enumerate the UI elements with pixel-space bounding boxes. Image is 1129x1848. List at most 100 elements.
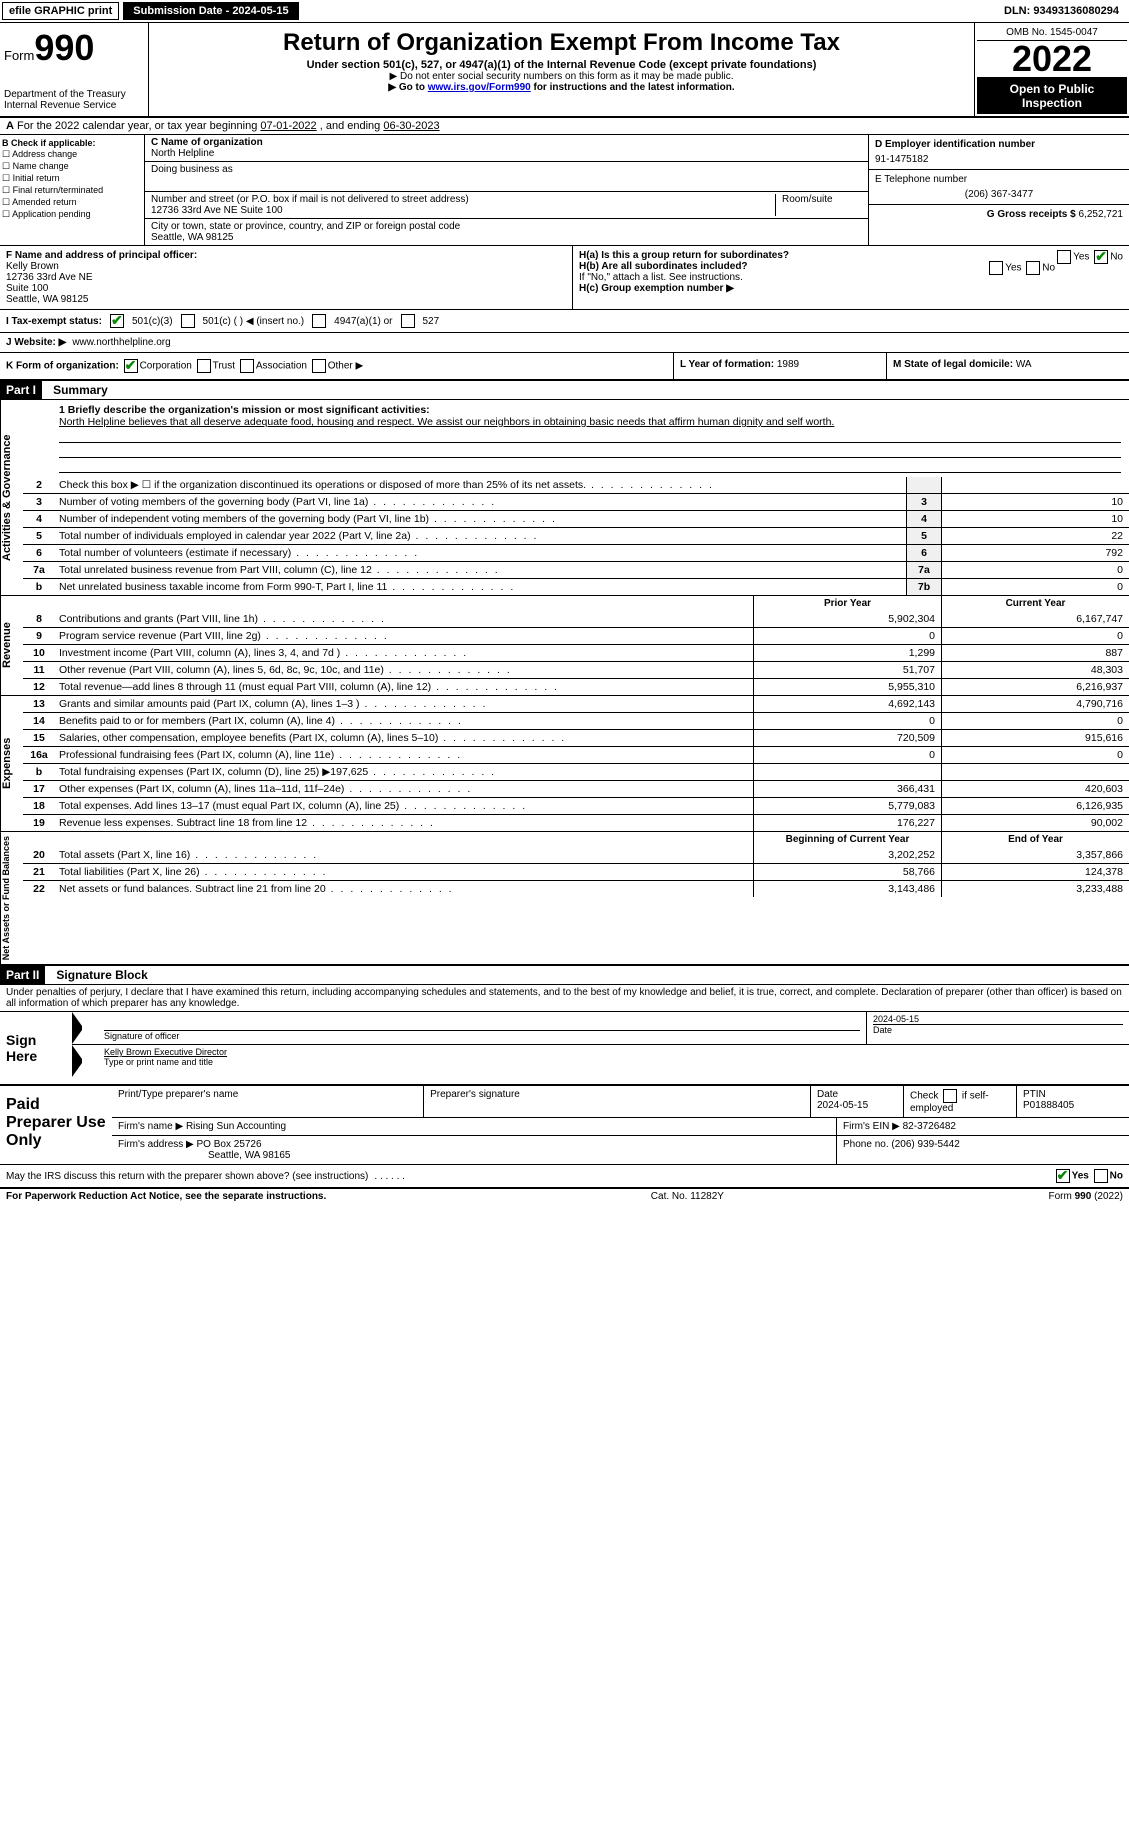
period-text-b: , and ending: [317, 120, 384, 132]
row-val: 10: [941, 494, 1129, 510]
i-501c-checkbox[interactable]: [181, 314, 195, 328]
table-row: 13Grants and similar amounts paid (Part …: [23, 696, 1129, 712]
row-current: 3,357,866: [941, 847, 1129, 863]
k-corp-checkbox[interactable]: [124, 359, 138, 373]
table-row: bTotal fundraising expenses (Part IX, co…: [23, 763, 1129, 780]
row-desc: Number of voting members of the governin…: [55, 494, 906, 510]
row-prior: 0: [753, 713, 941, 729]
row-prior: 720,509: [753, 730, 941, 746]
end-year-header: End of Year: [941, 832, 1129, 847]
row-box: 5: [906, 528, 941, 544]
k-opt-assoc: Association: [256, 361, 307, 372]
row-num: b: [23, 579, 55, 595]
row-box: 7b: [906, 579, 941, 595]
hb-label: H(b) Are all subordinates included?: [579, 261, 748, 272]
street-value: 12736 33rd Ave NE Suite 100: [151, 205, 775, 216]
table-row: 18Total expenses. Add lines 13–17 (must …: [23, 797, 1129, 814]
expense-block: Expenses 13Grants and similar amounts pa…: [0, 696, 1129, 832]
blank-line: [59, 428, 1121, 443]
net-header-row: Beginning of Current Year End of Year: [23, 832, 1129, 847]
row-desc: Net assets or fund balances. Subtract li…: [55, 881, 753, 897]
i-4947-checkbox[interactable]: [312, 314, 326, 328]
row-dba: Doing business as: [145, 162, 868, 192]
period-text-a: For the 2022 calendar year, or tax year …: [17, 120, 260, 132]
row-current: 420,603: [941, 781, 1129, 797]
row-num: 5: [23, 528, 55, 544]
row-box: 7a: [906, 562, 941, 578]
row-current: [941, 764, 1129, 780]
header-right: OMB No. 1545-0047 2022 Open to Public In…: [974, 23, 1129, 116]
opt-label: Name change: [13, 161, 69, 171]
phone-label: Phone no.: [843, 1139, 889, 1150]
discuss-yes-checkbox[interactable]: [1056, 1169, 1070, 1183]
line-j: J Website: ▶ www.northhelpline.org: [0, 333, 1129, 353]
ha-no-checkbox[interactable]: [1094, 250, 1108, 264]
row-num: b: [23, 764, 55, 780]
sig-line-2: Kelly Brown Executive Director Type or p…: [72, 1045, 1129, 1077]
row-desc: Total liabilities (Part X, line 26): [55, 864, 753, 880]
i-opt4: 527: [423, 316, 440, 327]
table-row: 15Salaries, other compensation, employee…: [23, 729, 1129, 746]
form-990-big: 990: [34, 27, 94, 68]
discuss-line: May the IRS discuss this return with the…: [0, 1165, 1129, 1189]
firm-addr2: Seattle, WA 98165: [208, 1150, 290, 1161]
row-num: 16a: [23, 747, 55, 763]
table-row: 14Benefits paid to or for members (Part …: [23, 712, 1129, 729]
discuss-yes: Yes: [1072, 1171, 1089, 1182]
row-prior: 0: [753, 628, 941, 644]
self-employed-checkbox[interactable]: [943, 1089, 957, 1103]
mission-q: 1 Briefly describe the organization's mi…: [59, 404, 430, 416]
gross-label: G Gross receipts $: [987, 209, 1079, 220]
table-row: 20Total assets (Part X, line 16)3,202,25…: [23, 847, 1129, 863]
period-end: 06-30-2023: [383, 120, 439, 132]
row-num: 15: [23, 730, 55, 746]
hb-yes-checkbox[interactable]: [989, 261, 1003, 275]
hb-no-checkbox[interactable]: [1026, 261, 1040, 275]
firm-addr-row: Firm's address ▶ PO Box 25726 Seattle, W…: [112, 1136, 1129, 1164]
row-prior: 58,766: [753, 864, 941, 880]
row-ein: D Employer identification number 91-1475…: [869, 135, 1129, 170]
discuss-no-checkbox[interactable]: [1094, 1169, 1108, 1183]
k-assoc-checkbox[interactable]: [240, 359, 254, 373]
table-row: 12Total revenue—add lines 8 through 11 (…: [23, 678, 1129, 695]
website-url: www.northhelpline.org: [72, 337, 170, 348]
hc-label: H(c) Group exemption number ▶: [579, 283, 734, 294]
table-row: 10Investment income (Part VIII, column (…: [23, 644, 1129, 661]
row-prior: 4,692,143: [753, 696, 941, 712]
i-527-checkbox[interactable]: [401, 314, 415, 328]
current-year-header: Current Year: [941, 596, 1129, 611]
side-net: Net Assets or Fund Balances: [0, 832, 23, 964]
k-opt-corp: Corporation: [140, 361, 192, 372]
col-b: B Check if applicable: ☐ Address change …: [0, 135, 145, 245]
footer-year: (2022): [1091, 1191, 1123, 1202]
row-num: 17: [23, 781, 55, 797]
row-val: 792: [941, 545, 1129, 561]
row-current: 0: [941, 713, 1129, 729]
row-desc: Total assets (Part X, line 16): [55, 847, 753, 863]
row-current: 124,378: [941, 864, 1129, 880]
opt-label: Application pending: [12, 209, 91, 219]
table-row: 11Other revenue (Part VIII, column (A), …: [23, 661, 1129, 678]
col-c: C Name of organization North Helpline Do…: [145, 135, 868, 245]
row-fh: F Name and address of principal officer:…: [0, 246, 1129, 310]
irs-link[interactable]: www.irs.gov/Form990: [428, 82, 531, 93]
row-box: [906, 477, 941, 493]
row-prior: 3,143,486: [753, 881, 941, 897]
part2-bar: Part II Signature Block: [0, 966, 1129, 985]
table-row: 19Revenue less expenses. Subtract line 1…: [23, 814, 1129, 831]
submission-date-button[interactable]: Submission Date - 2024-05-15: [123, 2, 298, 20]
row-desc: Total expenses. Add lines 13–17 (must eq…: [55, 798, 753, 814]
row-num: 13: [23, 696, 55, 712]
i-501c3-checkbox[interactable]: [110, 314, 124, 328]
ha-yes-checkbox[interactable]: [1057, 250, 1071, 264]
row-desc: Benefits paid to or for members (Part IX…: [55, 713, 753, 729]
preparer-label: Paid Preparer Use Only: [0, 1086, 112, 1164]
firm-name-label: Firm's name ▶: [118, 1121, 183, 1132]
k-trust-checkbox[interactable]: [197, 359, 211, 373]
k-other-checkbox[interactable]: [312, 359, 326, 373]
sig-intro: Under penalties of perjury, I declare th…: [0, 985, 1129, 1012]
row-desc: Other revenue (Part VIII, column (A), li…: [55, 662, 753, 678]
room-label: Room/suite: [782, 194, 862, 205]
ha-label: H(a) Is this a group return for subordin…: [579, 250, 789, 261]
k-l: L Year of formation: 1989: [674, 353, 887, 379]
